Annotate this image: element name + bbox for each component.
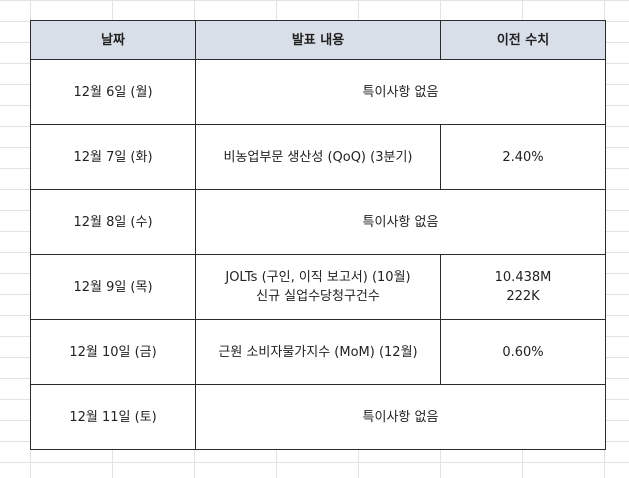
content-cell[interactable]: 근원 소비자물가지수 (MoM) (12월) <box>195 319 441 385</box>
content-cell[interactable]: 비농업부문 생산성 (QoQ) (3분기) <box>195 124 441 190</box>
prev-value-cell[interactable]: 10.438M 222K <box>440 254 606 320</box>
table-row: 12월 9일 (목) JOLTs (구인, 이직 보고서) (10월) 신규 실… <box>30 254 606 320</box>
content-line: 근원 소비자물가지수 (MoM) (12월) <box>218 344 418 360</box>
content-cell[interactable]: 특이사항 없음 <box>195 384 606 450</box>
header-prev-value[interactable]: 이전 수치 <box>440 20 606 60</box>
date-cell[interactable]: 12월 9일 (목) <box>30 254 196 320</box>
table-row: 12월 7일 (화) 비농업부문 생산성 (QoQ) (3분기) 2.40% <box>30 124 606 190</box>
economic-calendar-table: 날짜 발표 내용 이전 수치 12월 6일 (월) 특이사항 없음 12월 7일… <box>30 20 606 450</box>
header-row: 날짜 발표 내용 이전 수치 <box>30 20 606 60</box>
table-row: 12월 10일 (금) 근원 소비자물가지수 (MoM) (12월) 0.60% <box>30 319 606 385</box>
header-content[interactable]: 발표 내용 <box>195 20 441 60</box>
table-row: 12월 11일 (토) 특이사항 없음 <box>30 384 606 450</box>
content-line: 특이사항 없음 <box>362 214 439 230</box>
prev-value: 222K <box>506 289 540 304</box>
date-cell[interactable]: 12월 6일 (월) <box>30 59 196 125</box>
prev-value-cell[interactable]: 0.60% <box>440 319 606 385</box>
content-line: 특이사항 없음 <box>362 84 439 100</box>
table-row: 12월 8일 (수) 특이사항 없음 <box>30 189 606 255</box>
content-cell[interactable]: 특이사항 없음 <box>195 59 606 125</box>
content-line: 신규 실업수당청구건수 <box>256 289 380 304</box>
date-cell[interactable]: 12월 11일 (토) <box>30 384 196 450</box>
content-line: 비농업부문 생산성 (QoQ) (3분기) <box>223 149 413 165</box>
content-cell[interactable]: 특이사항 없음 <box>195 189 606 255</box>
content-line: 특이사항 없음 <box>362 409 439 425</box>
date-cell[interactable]: 12월 8일 (수) <box>30 189 196 255</box>
content-line: JOLTs (구인, 이직 보고서) (10월) <box>225 270 411 285</box>
date-cell[interactable]: 12월 7일 (화) <box>30 124 196 190</box>
prev-value: 2.40% <box>502 149 544 165</box>
header-date[interactable]: 날짜 <box>30 20 196 60</box>
date-cell[interactable]: 12월 10일 (금) <box>30 319 196 385</box>
prev-value-cell[interactable]: 2.40% <box>440 124 606 190</box>
prev-value: 0.60% <box>502 344 544 360</box>
table-row: 12월 6일 (월) 특이사항 없음 <box>30 59 606 125</box>
prev-value: 10.438M <box>494 270 552 285</box>
content-cell[interactable]: JOLTs (구인, 이직 보고서) (10월) 신규 실업수당청구건수 <box>195 254 441 320</box>
